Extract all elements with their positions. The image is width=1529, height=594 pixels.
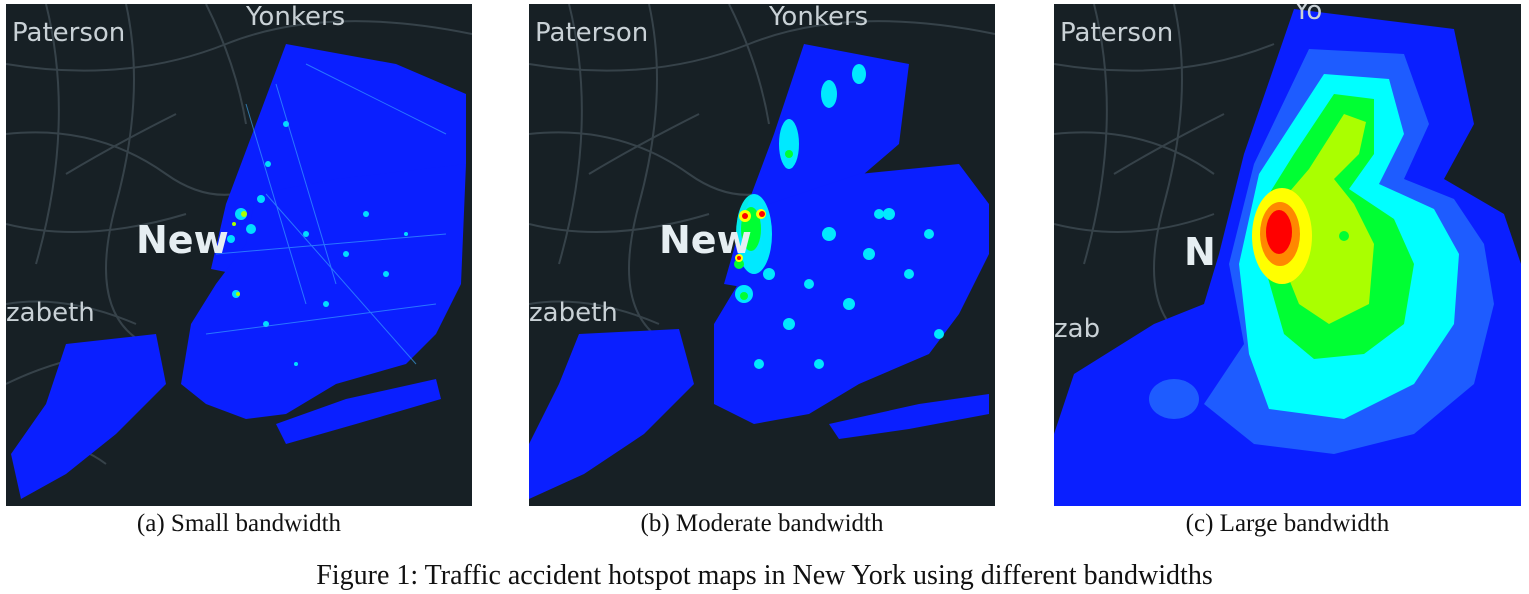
label-yonkers: Yonkers [769,4,869,32]
label-elizabeth: zabeth [529,298,618,328]
label-elizabeth: zabeth [6,298,95,328]
label-new-york: N [1184,230,1216,274]
label-paterson: Paterson [1060,18,1174,48]
label-elizabeth: zab [1054,314,1101,344]
label-yonkers: Yo [1294,4,1323,26]
caption-large-bandwidth: (c) Large bandwidth [1185,510,1390,537]
heatmap-large-bandwidth [1054,4,1521,506]
map-panel-large-bandwidth: Paterson Yo N zab [1054,4,1521,506]
caption-moderate-bandwidth: (b) Moderate bandwidth [640,510,884,537]
heatmap-moderate-bandwidth [529,4,995,506]
label-paterson: Paterson [12,18,126,48]
label-paterson: Paterson [535,18,649,48]
label-new-york: New [659,218,752,262]
caption-small-bandwidth: (a) Small bandwidth [136,510,342,537]
map-panel-small-bandwidth: Paterson Yonkers New zabeth [6,4,472,506]
map-panel-moderate-bandwidth: Paterson Yonkers New zabeth [529,4,995,506]
figure-caption: Figure 1: Traffic accident hotspot maps … [316,560,1213,591]
heatmap-small-bandwidth [6,4,472,506]
label-new-york: New [136,218,229,262]
label-yonkers: Yonkers [246,4,346,32]
